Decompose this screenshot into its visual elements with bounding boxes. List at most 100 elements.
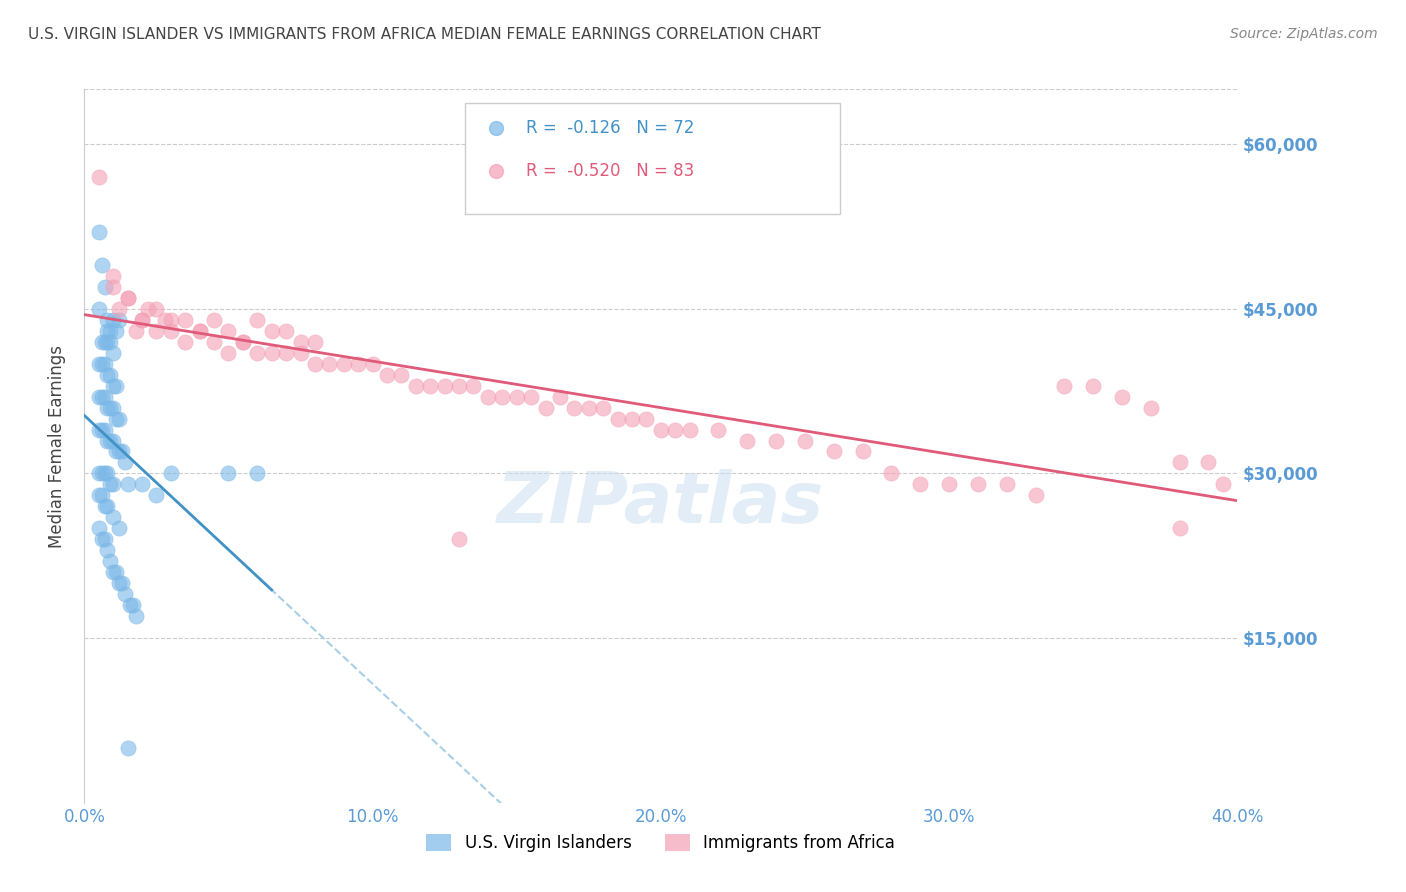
Point — [93, 334, 115, 349]
Point — [103, 510, 124, 524]
Point — [108, 411, 131, 425]
Point — [90, 357, 112, 371]
Point — [98, 368, 121, 382]
Point — [103, 378, 124, 392]
Point — [96, 312, 118, 326]
Point — [105, 444, 128, 458]
Point — [103, 401, 124, 415]
Point — [606, 411, 628, 425]
Point — [108, 576, 131, 591]
Point — [232, 334, 254, 349]
Point — [105, 566, 128, 580]
Point — [246, 345, 269, 359]
Point — [347, 357, 370, 371]
Point — [160, 312, 183, 326]
Point — [1212, 477, 1234, 491]
Point — [108, 444, 131, 458]
Point — [120, 598, 142, 612]
Point — [96, 401, 118, 415]
Point — [153, 312, 176, 326]
Point — [506, 390, 529, 404]
Text: U.S. VIRGIN ISLANDER VS IMMIGRANTS FROM AFRICA MEDIAN FEMALE EARNINGS CORRELATIO: U.S. VIRGIN ISLANDER VS IMMIGRANTS FROM … — [28, 27, 821, 42]
Point — [125, 609, 148, 624]
Point — [93, 533, 115, 547]
Point — [1140, 401, 1163, 415]
Point — [491, 390, 513, 404]
Point — [276, 324, 298, 338]
Point — [477, 390, 499, 404]
Point — [90, 533, 112, 547]
Point — [375, 368, 398, 382]
Point — [823, 444, 845, 458]
Point — [737, 434, 759, 448]
Point — [90, 467, 112, 481]
Point — [131, 477, 153, 491]
Point — [290, 334, 312, 349]
Point — [174, 312, 197, 326]
Text: R =  -0.126   N = 72: R = -0.126 N = 72 — [526, 120, 695, 137]
Point — [103, 268, 124, 283]
Point — [105, 378, 128, 392]
Text: ZIPatlas: ZIPatlas — [498, 468, 824, 538]
Point — [218, 324, 240, 338]
Point — [679, 423, 702, 437]
Point — [304, 357, 326, 371]
Point — [108, 521, 131, 535]
Point — [131, 312, 153, 326]
Point — [160, 324, 183, 338]
Point — [87, 225, 110, 239]
Point — [548, 390, 571, 404]
Point — [621, 411, 644, 425]
Point — [103, 280, 124, 294]
Point — [534, 401, 557, 415]
Point — [125, 324, 148, 338]
Y-axis label: Median Female Earnings: Median Female Earnings — [48, 344, 66, 548]
Point — [938, 477, 960, 491]
Point — [852, 444, 875, 458]
Point — [105, 411, 128, 425]
Point — [794, 434, 817, 448]
FancyBboxPatch shape — [465, 103, 839, 214]
Point — [93, 357, 115, 371]
Point — [246, 467, 269, 481]
Point — [87, 169, 110, 184]
Point — [131, 312, 153, 326]
Point — [117, 740, 139, 755]
Point — [276, 345, 298, 359]
Point — [765, 434, 787, 448]
Point — [405, 378, 427, 392]
Point — [1168, 521, 1191, 535]
Point — [98, 324, 121, 338]
Point — [1168, 455, 1191, 469]
Point — [333, 357, 356, 371]
Point — [463, 378, 485, 392]
Point — [98, 554, 121, 568]
Point — [520, 390, 543, 404]
Point — [117, 291, 139, 305]
Point — [93, 390, 115, 404]
Point — [260, 345, 283, 359]
Point — [98, 401, 121, 415]
Point — [449, 378, 471, 392]
Point — [96, 334, 118, 349]
Point — [103, 434, 124, 448]
Point — [103, 477, 124, 491]
Point — [449, 533, 471, 547]
Point — [391, 368, 413, 382]
Point — [87, 467, 110, 481]
Point — [910, 477, 932, 491]
Legend: U.S. Virgin Islanders, Immigrants from Africa: U.S. Virgin Islanders, Immigrants from A… — [420, 827, 901, 859]
Point — [87, 357, 110, 371]
Point — [90, 488, 112, 502]
Point — [1102, 796, 1125, 810]
Point — [103, 566, 124, 580]
Point — [96, 324, 118, 338]
Point — [87, 521, 110, 535]
Point — [246, 312, 269, 326]
Point — [87, 390, 110, 404]
Point — [160, 467, 183, 481]
Point — [96, 467, 118, 481]
Point — [361, 357, 384, 371]
Point — [111, 576, 134, 591]
Point — [117, 291, 139, 305]
